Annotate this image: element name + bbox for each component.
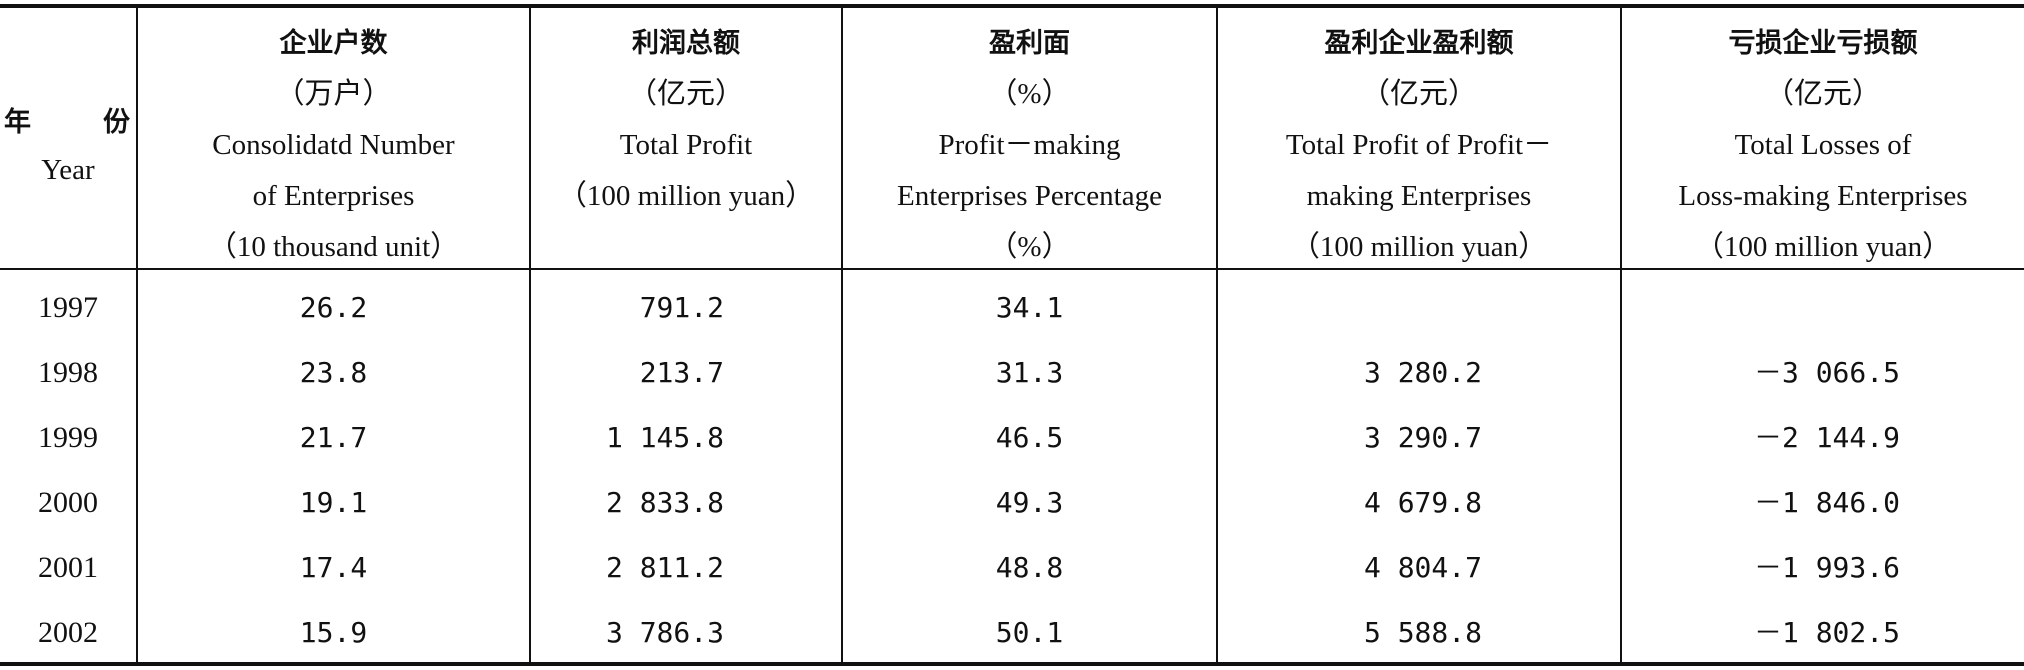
cell-total-profit: 2 833.8 xyxy=(605,486,724,519)
year-header: 年 份 Year xyxy=(0,8,136,268)
bottom-rule xyxy=(0,662,2024,666)
cell-profit-amount: 5 588.8 xyxy=(1363,616,1482,649)
header-loss-amount: 亏损企业亏损额 （亿元） Total Losses of Loss-making… xyxy=(1622,8,2024,268)
cell-profit-amount: 4 804.7 xyxy=(1363,551,1482,584)
header-line: （100 million yuan） xyxy=(1694,231,1952,263)
header-line: Total Profit of Profit－ xyxy=(1285,129,1553,161)
header-rule xyxy=(0,268,2024,270)
header-line: （%） xyxy=(988,78,1071,110)
cell-enterprises: 15.9 xyxy=(299,616,368,649)
header-line: 盈利企业盈利额 xyxy=(1324,28,1514,59)
header-line: Consolidatd Number xyxy=(212,129,455,161)
cell-enterprises: 23.8 xyxy=(299,356,368,389)
header-line: making Enterprises xyxy=(1306,180,1532,212)
header-line: （10 thousand unit） xyxy=(207,231,460,263)
cell-loss-amount: －2 144.9 xyxy=(1753,421,1900,454)
cell-year: 1997 xyxy=(38,291,98,324)
header-line: （100 million yuan） xyxy=(1290,231,1548,263)
column-divider xyxy=(136,8,138,662)
cell-profit-pct: 49.3 xyxy=(995,486,1064,519)
cell-total-profit: 1 145.8 xyxy=(605,421,724,454)
column-divider xyxy=(1216,8,1218,662)
header-profit-pct: 盈利面 （%） Profit－making Enterprises Percen… xyxy=(843,8,1216,268)
cell-profit-amount xyxy=(1218,276,1482,340)
cell-profit-amount: 4 679.8 xyxy=(1363,486,1482,519)
cell-enterprises: 19.1 xyxy=(299,486,368,519)
header-line: Total Profit xyxy=(619,129,753,161)
header-line: 盈利面 xyxy=(989,28,1070,59)
column-divider xyxy=(529,8,531,662)
cell-total-profit: 3 786.3 xyxy=(605,616,724,649)
cell-loss-amount: －1 802.5 xyxy=(1753,616,1900,649)
year-header-en: Year xyxy=(41,154,95,186)
header-line: Enterprises Percentage xyxy=(897,180,1162,212)
header-enterprises: 企业户数 （万户） Consolidatd Number of Enterpri… xyxy=(138,8,529,268)
header-line: （亿元） xyxy=(1360,78,1477,110)
header-line: 企业户数 xyxy=(279,28,388,59)
cell-profit-pct: 46.5 xyxy=(995,421,1064,454)
cell-loss-amount: －3 066.5 xyxy=(1753,356,1900,389)
header-line: 亏损企业亏损额 xyxy=(1728,28,1918,59)
cell-year: 2002 xyxy=(38,616,98,649)
cell-total-profit: 791.2 xyxy=(639,291,724,324)
top-rule xyxy=(0,4,2024,8)
cell-loss-amount xyxy=(1622,276,1900,340)
cell-year: 1999 xyxy=(38,421,98,454)
header-line: （亿元） xyxy=(627,78,744,110)
cell-year: 2001 xyxy=(38,551,98,584)
header-line: Profit－making xyxy=(938,129,1121,161)
cell-enterprises: 21.7 xyxy=(299,421,368,454)
header-total-profit: 利润总额 （亿元） Total Profit （100 million yuan… xyxy=(531,8,841,268)
year-header-cn-right: 份 xyxy=(103,107,130,138)
cell-profit-pct: 50.1 xyxy=(995,616,1064,649)
cell-loss-amount: －1 993.6 xyxy=(1753,551,1900,584)
cell-profit-pct: 34.1 xyxy=(995,291,1064,324)
header-profit-amount: 盈利企业盈利额 （亿元） Total Profit of Profit－ mak… xyxy=(1218,8,1620,268)
header-line: of Enterprises xyxy=(252,180,415,212)
cell-loss-amount: －1 846.0 xyxy=(1753,486,1900,519)
cell-profit-pct: 48.8 xyxy=(995,551,1064,584)
header-line: （%） xyxy=(988,231,1071,263)
cell-profit-amount: 3 280.2 xyxy=(1363,356,1482,389)
cell-enterprises: 26.2 xyxy=(299,291,368,324)
header-line: （100 million yuan） xyxy=(557,180,815,212)
header-line: Total Losses of xyxy=(1734,129,1912,161)
cell-profit-pct: 31.3 xyxy=(995,356,1064,389)
cell-enterprises: 17.4 xyxy=(299,551,368,584)
cell-year: 2000 xyxy=(38,486,98,519)
cell-total-profit: 213.7 xyxy=(639,356,724,389)
header-line: Loss-making Enterprises xyxy=(1678,180,1968,212)
cell-profit-amount: 3 290.7 xyxy=(1363,421,1482,454)
header-line: （亿元） xyxy=(1764,78,1881,110)
header-line: 利润总额 xyxy=(632,28,740,59)
column-divider xyxy=(841,8,843,662)
cell-total-profit: 2 811.2 xyxy=(605,551,724,584)
column-divider xyxy=(1620,8,1622,662)
header-line: （万户） xyxy=(275,78,392,110)
cell-year: 1998 xyxy=(38,356,98,389)
year-header-cn-left: 年 xyxy=(4,107,31,138)
